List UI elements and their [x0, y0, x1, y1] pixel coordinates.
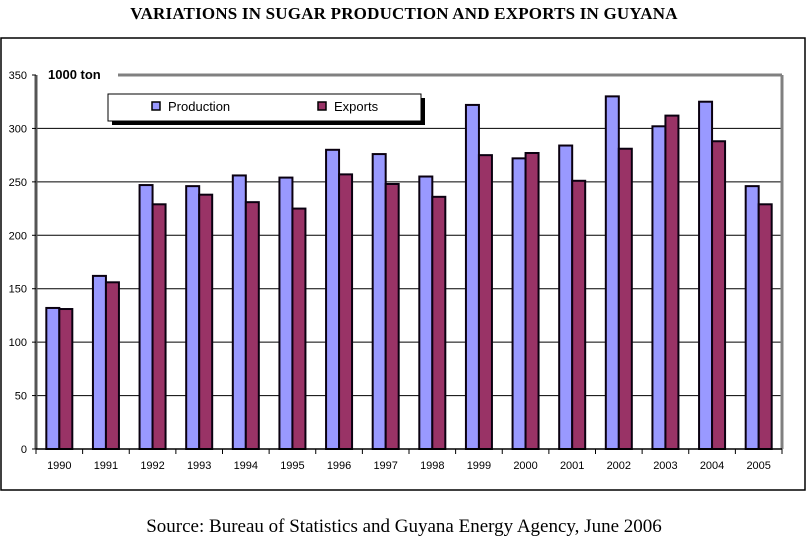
bar-exports-1996 [338, 173, 354, 450]
bar-production-1997 [371, 153, 387, 450]
x-tick-label: 2001 [560, 460, 584, 472]
y-tick-label: 300 [9, 123, 27, 135]
bar-exports-1997 [384, 182, 400, 450]
bar-exports-1999 [477, 154, 493, 450]
bar-exports-1993 [198, 193, 214, 450]
legend-swatch-production [151, 101, 161, 111]
bar-production-2003 [651, 125, 667, 450]
bar-production-2002 [604, 95, 620, 450]
bar-production-2005 [744, 185, 760, 450]
bar-exports-1994 [244, 201, 260, 450]
legend-label-exports: Exports [334, 99, 379, 114]
y-tick-label: 350 [9, 70, 27, 82]
bar-exports-1995 [291, 207, 307, 450]
y-tick-label: 0 [21, 444, 27, 456]
y-tick-label: 200 [9, 230, 27, 242]
bar-production-1992 [138, 184, 154, 450]
y-tick-label: 100 [9, 337, 27, 349]
x-tick-label: 1999 [467, 460, 491, 472]
x-tick-label: 1990 [47, 460, 71, 472]
bar-production-2000 [511, 157, 527, 450]
y-tick-label: 150 [9, 284, 27, 296]
bar-exports-2004 [711, 140, 727, 450]
x-tick-label: 2004 [700, 460, 724, 472]
bar-production-1993 [185, 185, 201, 450]
bar-production-1991 [91, 274, 107, 450]
bar-exports-2000 [524, 152, 540, 450]
bar-exports-1992 [151, 203, 167, 450]
x-tick-label: 1996 [327, 460, 351, 472]
y-axis-unit-label: 1000 ton [48, 67, 101, 82]
bar-exports-1990 [58, 308, 74, 451]
bar-exports-2003 [664, 114, 680, 450]
x-tick-label: 2003 [653, 460, 677, 472]
bar-exports-1998 [431, 195, 447, 450]
bar-exports-2002 [617, 147, 633, 451]
bar-exports-1991 [104, 281, 120, 450]
y-tick-label: 250 [9, 177, 27, 189]
source-note: Source: Bureau of Statistics and Guyana … [146, 516, 662, 537]
bar-production-2004 [698, 100, 714, 450]
axes [34, 73, 784, 450]
y-axis-ticks: 0 50 100 150 200 250 300 350 [9, 70, 36, 456]
bar-production-1999 [464, 103, 480, 450]
bar-production-1995 [278, 176, 294, 450]
bar-exports-2005 [757, 203, 773, 450]
y-tick-label: 50 [15, 391, 27, 403]
legend-swatch-exports [317, 101, 327, 111]
legend: Production Exports [107, 93, 425, 125]
bars [45, 95, 773, 451]
x-tick-label: 1991 [94, 460, 118, 472]
x-tick-label: 2005 [746, 460, 770, 472]
bar-production-1990 [45, 306, 61, 450]
x-tick-label: 1995 [280, 460, 304, 472]
chart-title: VARIATIONS IN SUGAR PRODUCTION AND EXPOR… [130, 4, 678, 23]
x-tick-label: 2000 [513, 460, 537, 472]
x-axis-ticks: 1990 1991 1992 1993 1994 1995 1996 1997 1998 1999… [35, 449, 783, 472]
bar-production-1996 [325, 148, 341, 451]
x-tick-label: 1994 [234, 460, 258, 472]
x-tick-label: 1993 [187, 460, 211, 472]
bar-production-1994 [231, 174, 247, 450]
x-tick-label: 1992 [140, 460, 164, 472]
bar-exports-2001 [571, 179, 587, 450]
x-tick-label: 1997 [373, 460, 397, 472]
bar-production-1998 [418, 175, 434, 450]
bar-production-2001 [558, 144, 574, 450]
x-tick-label: 2002 [607, 460, 631, 472]
x-tick-label: 1998 [420, 460, 444, 472]
legend-label-production: Production [168, 99, 230, 114]
